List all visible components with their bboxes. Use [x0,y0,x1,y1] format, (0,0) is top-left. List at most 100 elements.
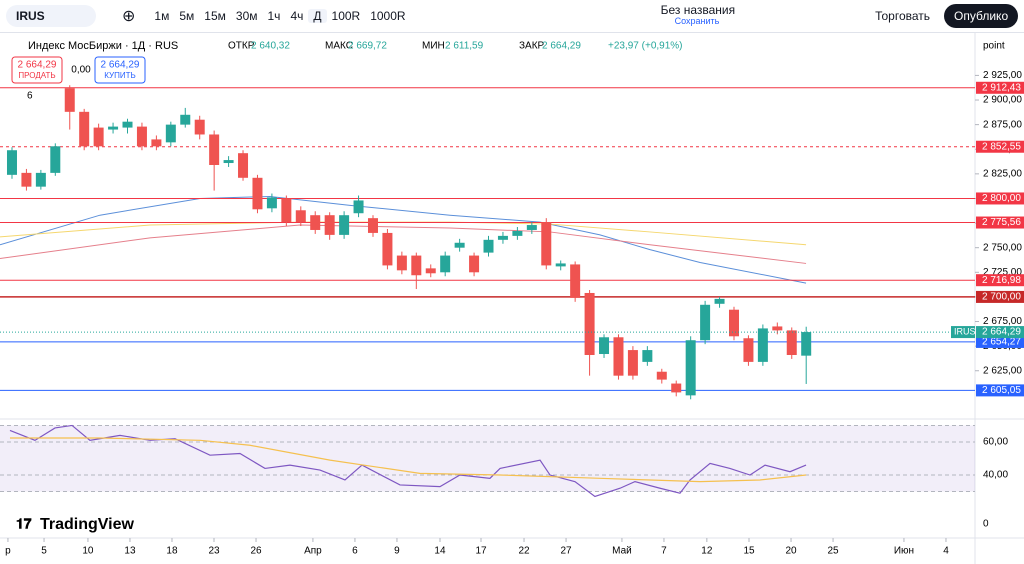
osc-tick-label: 60,00 [983,437,1008,448]
stat-value: 2 664,29 [542,41,581,52]
toolbar: IRUS ⊕ 1м 5м 15м 30м 1ч 4ч Д 100R 1000R Без назв… [0,0,1024,33]
candle-body [483,239,494,253]
x-tick-label: Май [612,546,632,557]
candle-body [469,255,480,273]
candle-body [122,121,133,128]
x-tick-label: Апр [304,546,322,557]
candle-body [324,215,335,235]
candle-body [21,172,32,187]
x-tick-label: 25 [827,546,839,557]
trade-button[interactable]: Торговать [875,9,931,23]
interval-button[interactable]: 1м [154,9,170,23]
y-tick-label: 2 750,00 [983,242,1022,253]
candle-body [35,172,46,187]
candle-body [555,263,566,267]
moving-average [0,195,807,284]
moving-average [0,221,807,246]
candle-body [64,88,75,112]
symbol-search[interactable]: IRUS [6,5,96,27]
level-tag [976,81,1024,94]
candle-body [136,126,147,147]
interval-button[interactable]: 4ч [290,9,304,23]
candle-body [223,160,234,164]
stat-value: 2 611,59 [445,41,484,52]
candle-body [599,337,610,355]
candle-body [642,350,653,362]
level-tag [976,274,1024,287]
level-tag [976,216,1024,229]
stat-value: 2 640,32 [251,41,290,52]
x-tick-label: 17 [475,546,487,557]
x-tick-label: 18 [166,546,178,557]
interval-button[interactable]: 100R [331,9,361,23]
candle-body [526,225,537,230]
level-tag [976,140,1024,153]
interval-button[interactable]: 30м [235,9,258,23]
add-symbol[interactable]: ⊕ [122,8,136,25]
x-tick-label: 20 [785,546,797,557]
x-tick-label: Июн [894,546,914,557]
y-tick-label: 2 900,00 [983,95,1022,106]
oscillator-line [9,437,807,483]
candle-body [743,338,754,362]
level-label: 2 605,05 [982,385,1021,396]
level-label: 2 775,56 [982,217,1021,228]
y-tick-label: 2 925,00 [983,70,1022,81]
change: +23,97 (+0,91%) [608,41,683,52]
publish-button[interactable]: Опублико [944,4,1019,28]
sell-box [11,56,63,84]
layout-status: Сохранить [674,16,720,26]
layout-name: Без названия [660,3,736,17]
candle-body [656,371,667,380]
moving-average [0,224,807,264]
level-label: 2 800,00 [982,193,1021,204]
stat-label: ЗАКР [519,41,545,52]
oscillator-band [0,425,975,492]
level-label: 2 654,27 [982,337,1021,348]
intervals: 1м 5м 15м 30м 1ч 4ч Д 100R 1000R [149,9,410,23]
y-axis-label: point [983,41,1005,52]
y-tick-label: 2 875,00 [983,119,1022,130]
last-price-label: 2 664,29 [982,327,1021,338]
candle-body [512,230,523,236]
buy-box [94,56,146,84]
sell-price: 2 664,29 [18,60,57,71]
y-tick-label: 2 625,00 [983,365,1022,376]
level-tag [976,192,1024,205]
x-tick-label: 22 [518,546,530,557]
x-tick-label: 9 [394,546,400,557]
stat-label: МИН [422,41,445,52]
x-tick-label: 12 [701,546,713,557]
candle-body [671,383,682,393]
interval-button[interactable]: 1ч [267,9,281,23]
candle-body [281,198,292,223]
candle-body [367,218,378,233]
x-tick-label: р [5,546,11,557]
indicator-count: 6 [27,91,33,102]
x-tick-label: 23 [208,546,220,557]
layout[interactable]: Без названия Сохранить [660,3,736,27]
x-tick-label: 14 [434,546,446,557]
level-label: 2 700,00 [982,292,1021,303]
candle-body [411,255,422,276]
buy-label: КУПИТЬ [104,71,135,80]
level-tag [976,290,1024,303]
interval-button[interactable]: 15м [204,9,226,23]
interval-button[interactable]: 1000R [370,9,406,23]
last-price-tag [976,326,1024,339]
candle-body [584,292,595,355]
candle-body [454,242,465,248]
level-tag [976,384,1024,397]
candle-body [396,255,407,271]
interval-button[interactable]: Д [308,9,327,23]
candle-body [180,114,191,125]
x-tick-label: 13 [124,546,136,557]
symbol-tag-label: IRUS [954,326,976,336]
stat-label: МАКС [325,41,353,52]
candle-body [382,232,393,266]
interval-button[interactable]: 5м [179,9,195,23]
candle-body [728,309,739,337]
candle-body [238,153,249,178]
